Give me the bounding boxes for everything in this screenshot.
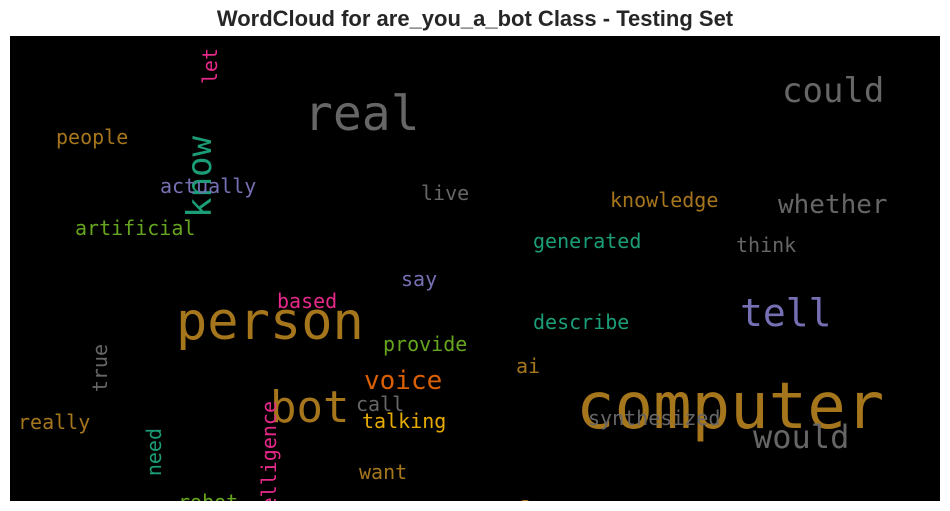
word-know: know: [180, 135, 220, 217]
word-ai: ai: [516, 354, 540, 378]
word-human: human: [516, 489, 715, 501]
word-actually: actually: [160, 174, 256, 198]
word-describe: describe: [533, 310, 629, 334]
word-computer: computer: [576, 370, 884, 444]
word-true: true: [88, 344, 112, 392]
word-cloud: computer human person real bot tell could would…: [10, 36, 940, 501]
word-provide: provide: [383, 332, 467, 356]
word-synthesized: synthesized: [588, 406, 720, 430]
word-people: people: [56, 125, 128, 149]
cloud-background: [10, 36, 940, 501]
word-really: really: [18, 410, 90, 434]
word-whether: whether: [778, 190, 888, 220]
word-call: call: [356, 392, 404, 416]
word-person: person: [176, 292, 364, 352]
word-talking: talking: [362, 409, 446, 433]
word-bot: bot: [270, 382, 349, 433]
word-intelligence: intelligence: [257, 401, 281, 501]
word-think: think: [736, 233, 796, 257]
word-let: let: [198, 48, 222, 84]
word-based: based: [277, 289, 337, 313]
word-generated: generated: [533, 229, 641, 253]
word-need: need: [142, 428, 166, 476]
word-want: want: [359, 460, 407, 484]
word-voice: voice: [364, 366, 442, 396]
word-real: real: [304, 86, 420, 142]
word-live: live: [421, 181, 469, 205]
word-would: would: [753, 418, 849, 456]
word-could: could: [782, 71, 884, 111]
word-artificial: artificial: [75, 216, 195, 240]
word-say: say: [401, 267, 437, 291]
word-knowledge: knowledge: [610, 188, 718, 212]
chart-title: WordCloud for are_you_a_bot Class - Test…: [216, 6, 734, 31]
word-robot: robot: [178, 490, 238, 501]
word-tell: tell: [740, 291, 832, 335]
